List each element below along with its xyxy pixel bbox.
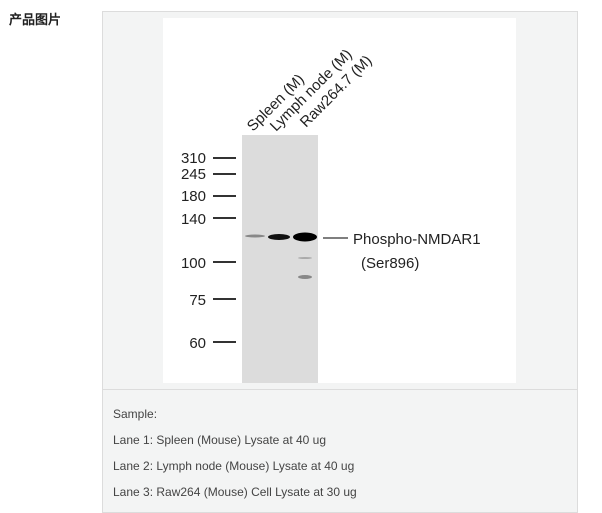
target-name: Phospho-NMDAR1 <box>353 231 481 248</box>
caption-title: Sample: <box>113 407 158 421</box>
lane-labels: Spleen (M) Lymph node (M) Raw264.7 (M) <box>244 46 376 135</box>
target-site: (Ser896) <box>361 255 419 272</box>
marker-100: 100 <box>181 255 206 272</box>
marker-245: 245 <box>181 166 206 183</box>
section-label: 产品图片 <box>9 12 62 27</box>
marker-310: 310 <box>181 150 206 167</box>
marker-75: 75 <box>189 292 206 309</box>
gel-membrane <box>242 135 318 383</box>
marker-180: 180 <box>181 188 206 205</box>
image-area: Spleen (M) Lymph node (M) Raw264.7 (M) 3… <box>103 12 577 390</box>
marker-ticks <box>213 157 236 343</box>
marker-140: 140 <box>181 211 206 228</box>
caption-line-1: Lane 1: Spleen (Mouse) Lysate at 40 ug <box>113 433 327 447</box>
caption-line-3: Lane 3: Raw264 (Mouse) Cell Lysate at 30… <box>113 485 357 499</box>
marker-60: 60 <box>189 335 206 352</box>
marker-labels: 310 245 180 140 100 75 60 <box>181 150 206 352</box>
western-blot-image[interactable]: Spleen (M) Lymph node (M) Raw264.7 (M) 3… <box>163 18 516 383</box>
caption-line-2: Lane 2: Lymph node (Mouse) Lysate at 40 … <box>113 459 355 473</box>
product-image-panel: Spleen (M) Lymph node (M) Raw264.7 (M) 3… <box>102 11 578 513</box>
bands <box>245 232 317 279</box>
